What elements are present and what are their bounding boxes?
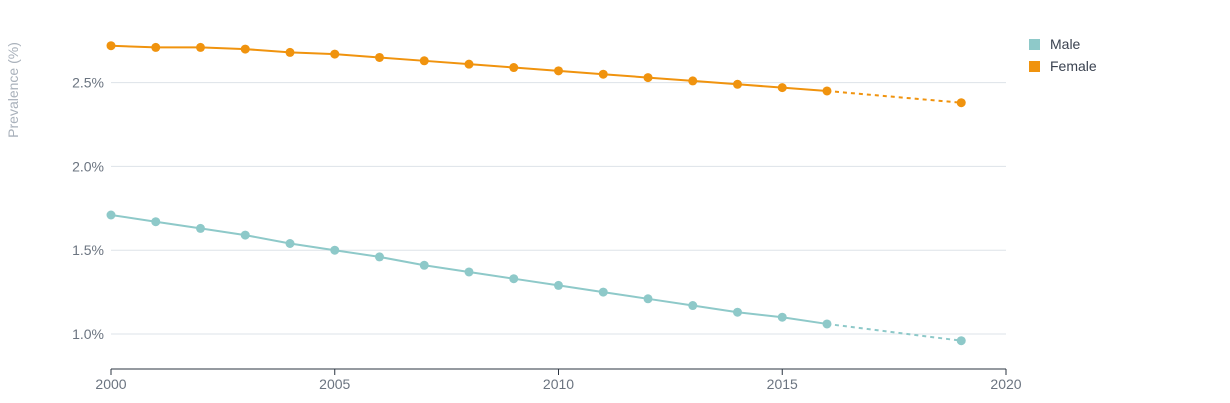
data-point-female (822, 86, 832, 96)
data-point-male (643, 294, 653, 304)
y-tick-label: 1.0% (72, 326, 104, 342)
data-point-male (598, 287, 608, 297)
series-male (106, 210, 966, 346)
data-point-female (196, 42, 205, 52)
series-projection-female (826, 89, 962, 104)
y-tick-label: 1.5% (72, 242, 104, 258)
y-tick-label: 2.5% (72, 75, 104, 91)
data-point-male (464, 267, 474, 277)
data-point-female (509, 63, 519, 73)
y-tick-label: 2.0% (72, 158, 104, 174)
data-point-male (956, 336, 966, 346)
series-layer (106, 41, 966, 346)
legend-item-female[interactable]: Female (1029, 55, 1097, 77)
x-tick-label: 2000 (95, 376, 126, 392)
data-point-female (330, 49, 340, 59)
data-point-male (375, 252, 384, 262)
grid-lines (111, 82, 1006, 335)
axes: 1.0% 1.5% 2.0% 2.5% 2000 2005 2010 2015 2020 (72, 75, 1022, 392)
legend-swatch-female (1029, 60, 1040, 72)
data-point-female (106, 41, 116, 51)
series-female (106, 41, 966, 108)
data-point-male (240, 230, 250, 240)
x-tick-label: 2005 (319, 376, 350, 392)
y-axis-title: Prevalence (%) (5, 42, 21, 138)
data-point-male (419, 260, 429, 270)
series-projection-male (826, 322, 962, 342)
data-point-female (375, 52, 384, 62)
x-tick-label: 2010 (543, 376, 574, 392)
data-point-male (822, 319, 832, 329)
data-point-male (688, 301, 698, 311)
data-point-female (598, 69, 608, 79)
data-point-female (419, 56, 429, 66)
legend: Male Female (1029, 33, 1097, 77)
legend-label-male: Male (1050, 36, 1081, 52)
x-tick-label: 2020 (990, 376, 1021, 392)
data-point-male (285, 238, 295, 248)
data-point-female (151, 42, 161, 52)
data-point-male (196, 223, 205, 233)
data-point-female (240, 44, 250, 54)
data-point-female (464, 59, 474, 69)
data-point-male (733, 307, 742, 317)
data-point-male (330, 245, 340, 255)
data-point-female (733, 79, 742, 89)
legend-item-male[interactable]: Male (1029, 33, 1097, 55)
data-point-female (688, 76, 698, 86)
legend-label-female: Female (1050, 58, 1097, 74)
legend-swatch-male (1029, 38, 1040, 50)
data-point-male (509, 274, 519, 284)
data-point-female (554, 66, 563, 76)
data-point-female (777, 83, 787, 93)
data-point-male (151, 217, 161, 227)
x-tick-label: 2015 (767, 376, 798, 392)
data-point-female (956, 98, 966, 108)
data-point-female (285, 47, 295, 57)
data-point-female (643, 73, 653, 83)
data-point-male (106, 210, 116, 220)
data-point-male (554, 280, 563, 290)
data-point-male (777, 312, 787, 322)
